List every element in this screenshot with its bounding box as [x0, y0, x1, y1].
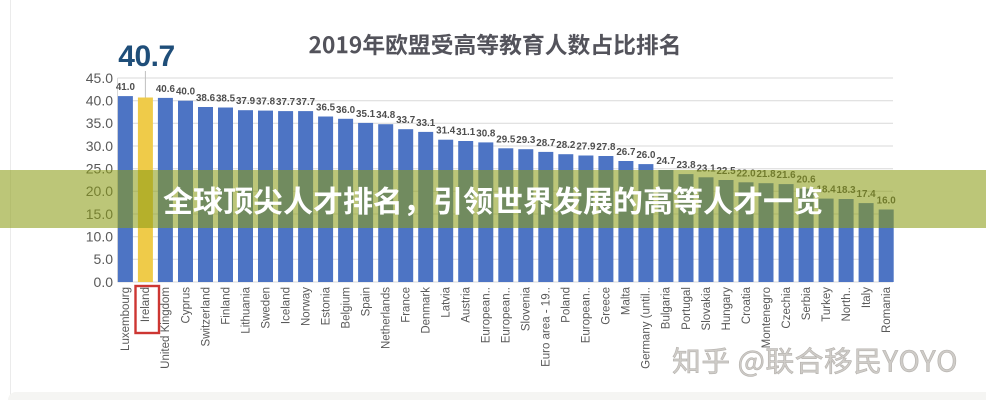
svg-text:Sweden: Sweden — [260, 287, 272, 329]
svg-text:Romania: Romania — [881, 286, 893, 333]
svg-text:Latvia: Latvia — [441, 286, 453, 317]
svg-text:Ireland: Ireland — [140, 287, 152, 322]
svg-text:Turkey: Turkey — [821, 287, 833, 322]
svg-text:Bulgaria: Bulgaria — [661, 286, 673, 329]
svg-text:Germany (until..: Germany (until.. — [641, 287, 653, 369]
svg-text:45.0: 45.0 — [86, 70, 113, 86]
svg-text:40.6: 40.6 — [156, 84, 176, 95]
svg-text:35.1: 35.1 — [356, 109, 376, 120]
svg-text:5.0: 5.0 — [94, 251, 114, 267]
svg-text:31.4: 31.4 — [436, 126, 456, 137]
svg-text:Euro area - 19..: Euro area - 19.. — [541, 287, 553, 367]
svg-text:Greece: Greece — [601, 287, 613, 325]
svg-text:Spain: Spain — [360, 287, 372, 316]
svg-text:Slovenia: Slovenia — [521, 286, 533, 331]
svg-text:29.5: 29.5 — [496, 134, 516, 145]
svg-text:Croatia: Croatia — [741, 286, 753, 324]
svg-text:34.8: 34.8 — [376, 110, 396, 121]
svg-text:Cyprus: Cyprus — [180, 287, 192, 324]
svg-text:United Kingdom: United Kingdom — [160, 287, 172, 369]
svg-text:Portugal: Portugal — [681, 287, 693, 330]
svg-text:Slovakia: Slovakia — [701, 286, 713, 330]
svg-text:Denmark: Denmark — [421, 287, 433, 334]
svg-text:27.9: 27.9 — [576, 142, 596, 153]
svg-text:Estonia: Estonia — [320, 286, 332, 325]
svg-text:European..: European.. — [501, 287, 513, 343]
svg-text:38.5: 38.5 — [216, 94, 236, 105]
svg-text:Netherlands: Netherlands — [381, 287, 393, 349]
svg-text:26.7: 26.7 — [616, 147, 636, 158]
svg-text:28.2: 28.2 — [556, 140, 576, 151]
svg-text:24.7: 24.7 — [656, 156, 676, 167]
svg-text:29.3: 29.3 — [516, 135, 536, 146]
svg-text:10.0: 10.0 — [86, 229, 113, 245]
svg-text:North..: North.. — [841, 287, 853, 322]
svg-text:Austria: Austria — [461, 286, 473, 322]
svg-text:37.9: 37.9 — [236, 96, 256, 107]
svg-text:33.1: 33.1 — [416, 118, 436, 129]
svg-text:30.0: 30.0 — [86, 138, 113, 154]
svg-text:Malta: Malta — [621, 286, 633, 315]
svg-text:26.0: 26.0 — [636, 150, 656, 161]
svg-text:40.7: 40.7 — [118, 40, 174, 73]
svg-text:28.7: 28.7 — [536, 138, 556, 149]
svg-text:France: France — [401, 287, 413, 323]
svg-text:European..: European.. — [481, 287, 493, 343]
svg-text:37.7: 37.7 — [296, 97, 316, 108]
svg-text:Belgium: Belgium — [340, 287, 352, 329]
svg-text:36.0: 36.0 — [336, 105, 356, 116]
svg-text:40.0: 40.0 — [86, 93, 113, 109]
svg-text:Montenegro: Montenegro — [761, 287, 773, 348]
svg-text:Iceland: Iceland — [280, 287, 292, 324]
svg-text:Serbia: Serbia — [801, 286, 813, 320]
svg-text:23.1: 23.1 — [696, 163, 716, 174]
svg-text:36.5: 36.5 — [316, 103, 336, 114]
svg-text:Switzerland: Switzerland — [200, 287, 212, 346]
svg-text:33.7: 33.7 — [396, 115, 416, 126]
svg-text:41.0: 41.0 — [116, 82, 136, 93]
svg-text:37.8: 37.8 — [256, 97, 276, 108]
svg-text:40.0: 40.0 — [176, 87, 196, 98]
svg-text:Italy: Italy — [861, 287, 873, 308]
svg-text:23.8: 23.8 — [676, 160, 696, 171]
svg-text:27.8: 27.8 — [596, 142, 616, 153]
svg-text:30.8: 30.8 — [476, 128, 496, 139]
svg-text:38.6: 38.6 — [196, 93, 216, 104]
svg-text:Lithuania: Lithuania — [240, 286, 252, 333]
svg-text:Czechia: Czechia — [781, 286, 793, 328]
svg-text:Norway: Norway — [300, 287, 312, 326]
svg-text:Finland: Finland — [220, 287, 232, 325]
svg-text:0.0: 0.0 — [94, 274, 114, 290]
svg-text:Hungary: Hungary — [721, 287, 733, 331]
svg-text:Luxembourg: Luxembourg — [120, 287, 132, 351]
svg-text:Poland: Poland — [561, 287, 573, 323]
svg-text:31.1: 31.1 — [456, 127, 476, 138]
svg-text:35.0: 35.0 — [86, 115, 113, 131]
svg-text:37.7: 37.7 — [276, 97, 296, 108]
svg-text:European..: European.. — [581, 287, 593, 343]
